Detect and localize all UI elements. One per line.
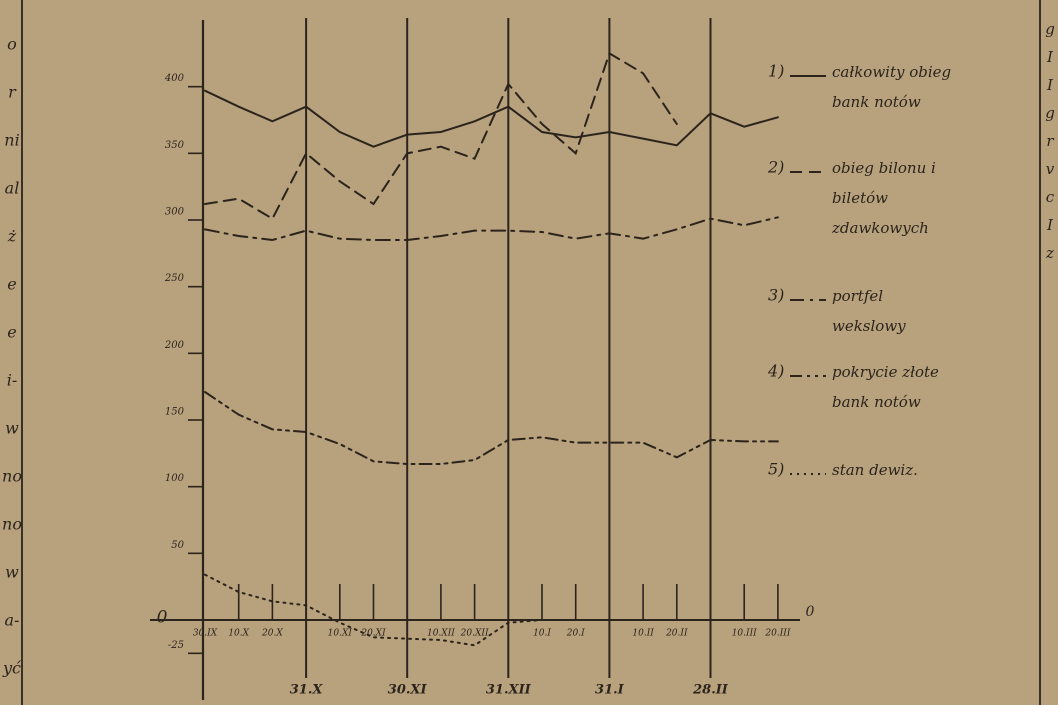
y-tick-label: 150: [165, 407, 185, 418]
y-tick-label: 100: [165, 473, 185, 484]
margin-text: z: [1045, 244, 1054, 262]
legend-label: obieg bilonu i biletów zdawkowych: [832, 159, 936, 237]
series-line: [204, 391, 779, 465]
x-tick-label: 31.XII: [486, 683, 532, 698]
margin-text: ż: [7, 227, 17, 246]
margin-text: yć: [2, 659, 21, 678]
margin-text: r: [1046, 132, 1054, 150]
series-line: [204, 51, 678, 221]
x-tick-label: 10.XI: [328, 629, 353, 639]
margin-text: i-: [7, 371, 18, 390]
x-tick-label: 20.XII: [460, 629, 489, 639]
x-tick-label: 30.XI: [388, 683, 428, 698]
margin-text: e: [7, 323, 16, 342]
margin-text: ni: [4, 131, 19, 150]
legend-number: 3): [768, 286, 784, 305]
legend-label: całkowity obieg bank notów: [832, 63, 952, 111]
x-tick-label: 10.III: [732, 629, 757, 639]
x-tick-label: 10.I: [533, 629, 551, 639]
margin-text: o: [7, 35, 17, 54]
margin-text: al: [5, 179, 20, 198]
y-tick-label: 250: [164, 273, 185, 284]
legend-number: 1): [768, 62, 784, 81]
legend-number: 4): [767, 362, 784, 381]
margin-text: e: [7, 275, 16, 294]
legend-number: 2): [767, 158, 784, 177]
x-tick-label: 31.I: [595, 683, 625, 698]
margin-text: I: [1046, 216, 1054, 234]
series-line: [204, 216, 779, 242]
margin-text: a-: [5, 611, 20, 630]
x-tick-label: 28.II: [692, 683, 729, 698]
x-tick-label: 10.X: [228, 629, 249, 639]
margin-text: v: [1046, 160, 1055, 178]
margin-text: c: [1046, 188, 1055, 206]
legend-label: portfel wekslowy: [832, 287, 906, 335]
y-tick-label: 350: [165, 140, 185, 151]
y-tick-label: 0: [157, 608, 168, 628]
x-tick-label: 20.III: [764, 629, 790, 639]
y-tick-label: 400: [164, 73, 185, 84]
y-tick-label: 200: [164, 340, 185, 351]
x-tick-label: 20.II: [665, 629, 688, 639]
series-line: [204, 573, 779, 647]
margin-text: g: [1045, 20, 1055, 38]
margin-text: g: [1045, 104, 1055, 122]
x-tick-label: 20.XI: [360, 629, 386, 639]
series-line: [204, 89, 779, 148]
x-tick-label: 20.I: [566, 629, 585, 639]
y-tick-label: 0: [806, 604, 815, 620]
x-tick-label: 20.X: [261, 629, 283, 639]
margin-text: r: [8, 83, 17, 102]
margin-text: w: [5, 563, 19, 582]
margin-text: w: [5, 419, 19, 438]
legend-label: stan dewiz.: [832, 461, 918, 479]
y-tick-label: -25: [168, 640, 184, 651]
y-tick-label: 50: [171, 540, 184, 551]
x-tick-label: 30.IX: [193, 629, 218, 639]
legend-number: 5): [768, 460, 784, 479]
margin-text: I: [1046, 48, 1054, 66]
x-tick-label: 31.X: [290, 683, 324, 698]
x-tick-label: 10.XII: [427, 629, 455, 639]
margin-text: no: [2, 515, 22, 534]
legend-label: pokrycie złote bank notów: [832, 363, 939, 411]
margin-text: no: [2, 467, 22, 486]
margin-text: I: [1046, 76, 1054, 94]
x-tick-label: 10.II: [632, 629, 654, 639]
y-tick-label: 300: [165, 207, 185, 218]
